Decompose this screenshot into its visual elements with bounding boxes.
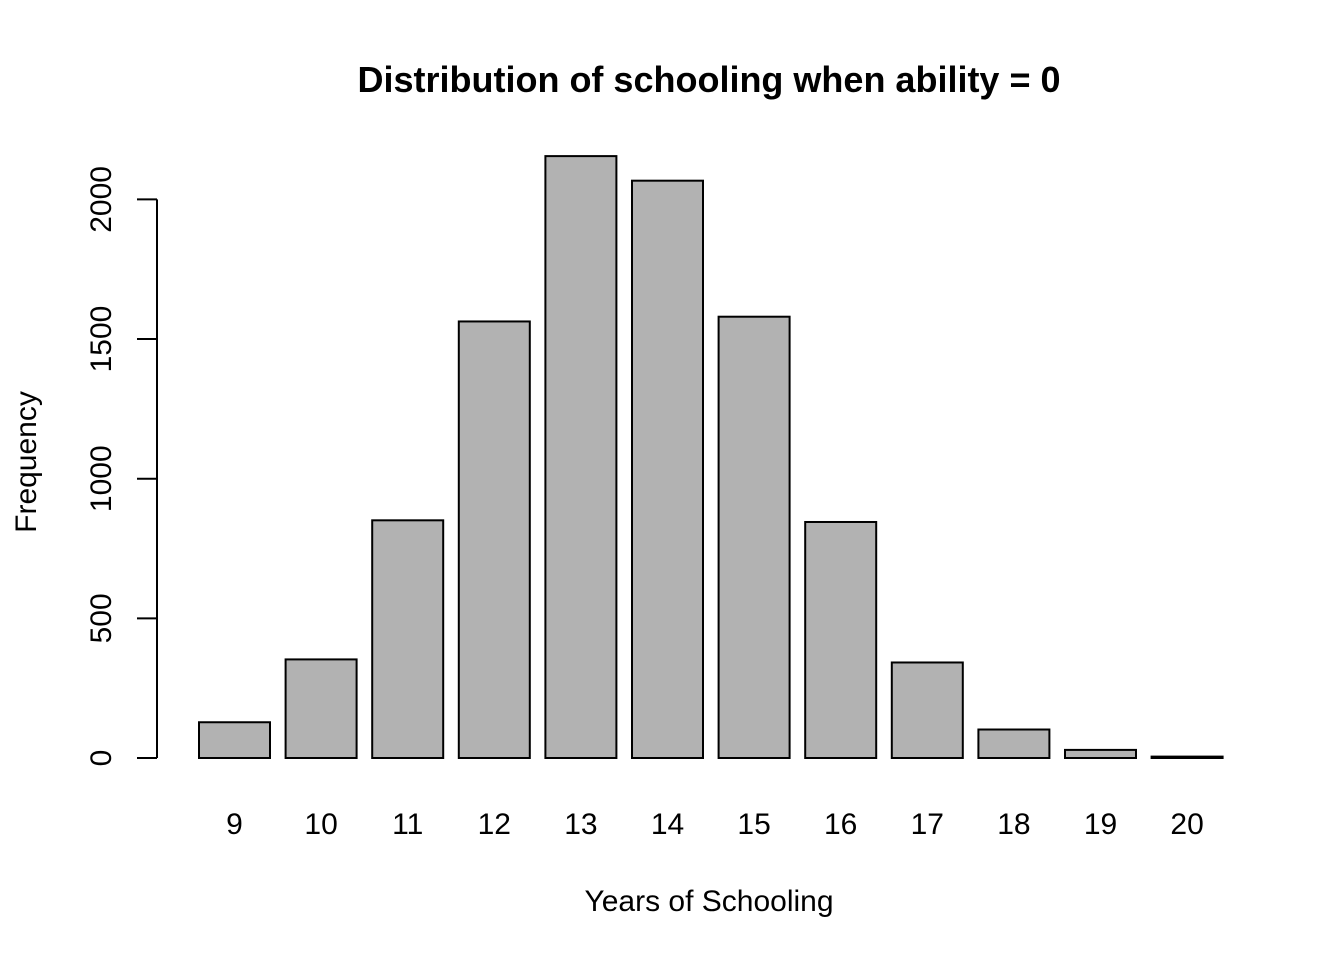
x-tick-label: 18 bbox=[997, 808, 1030, 841]
bar-14 bbox=[631, 179, 704, 760]
bar-15 bbox=[717, 315, 791, 759]
x-tick-label: 20 bbox=[1170, 808, 1203, 841]
x-tick-labels: 9 10 11 12 13 14 15 16 17 18 19 20 bbox=[226, 808, 1204, 841]
x-tick-label: 13 bbox=[564, 808, 597, 841]
y-axis: 0 500 1000 1500 2000 bbox=[85, 166, 158, 766]
x-tick-label: 10 bbox=[304, 808, 337, 841]
bar-10 bbox=[284, 658, 358, 760]
x-tick-label: 19 bbox=[1084, 808, 1117, 841]
y-ticks: 0 500 1000 1500 2000 bbox=[85, 166, 157, 766]
bar-17 bbox=[890, 661, 964, 759]
x-tick-label: 14 bbox=[651, 808, 684, 841]
y-tick-label: 1500 bbox=[85, 306, 118, 373]
bar-13 bbox=[544, 155, 618, 759]
y-tick-label: 500 bbox=[85, 593, 118, 643]
bar-20 bbox=[1150, 755, 1224, 760]
bar-18 bbox=[977, 728, 1051, 760]
x-axis-label: Years of Schooling bbox=[584, 885, 833, 918]
x-tick-label: 16 bbox=[824, 808, 857, 841]
x-tick-label: 12 bbox=[478, 808, 511, 841]
bar-16 bbox=[804, 520, 878, 760]
x-tick-label: 17 bbox=[911, 808, 944, 841]
chart-title: Distribution of schooling when ability =… bbox=[357, 59, 1060, 100]
x-tick-label: 11 bbox=[392, 808, 423, 841]
bars bbox=[198, 155, 1224, 760]
x-tick-label: 15 bbox=[737, 808, 770, 841]
bar-12 bbox=[457, 320, 531, 759]
bar-19 bbox=[1064, 748, 1137, 760]
bar-9 bbox=[198, 721, 271, 759]
y-tick-label: 1000 bbox=[85, 445, 118, 512]
y-axis-label: Frequency bbox=[10, 391, 43, 533]
y-tick-label: 2000 bbox=[85, 166, 118, 233]
y-tick-label: 0 bbox=[85, 750, 118, 767]
x-tick-label: 9 bbox=[226, 808, 243, 841]
bar-11 bbox=[371, 519, 445, 759]
